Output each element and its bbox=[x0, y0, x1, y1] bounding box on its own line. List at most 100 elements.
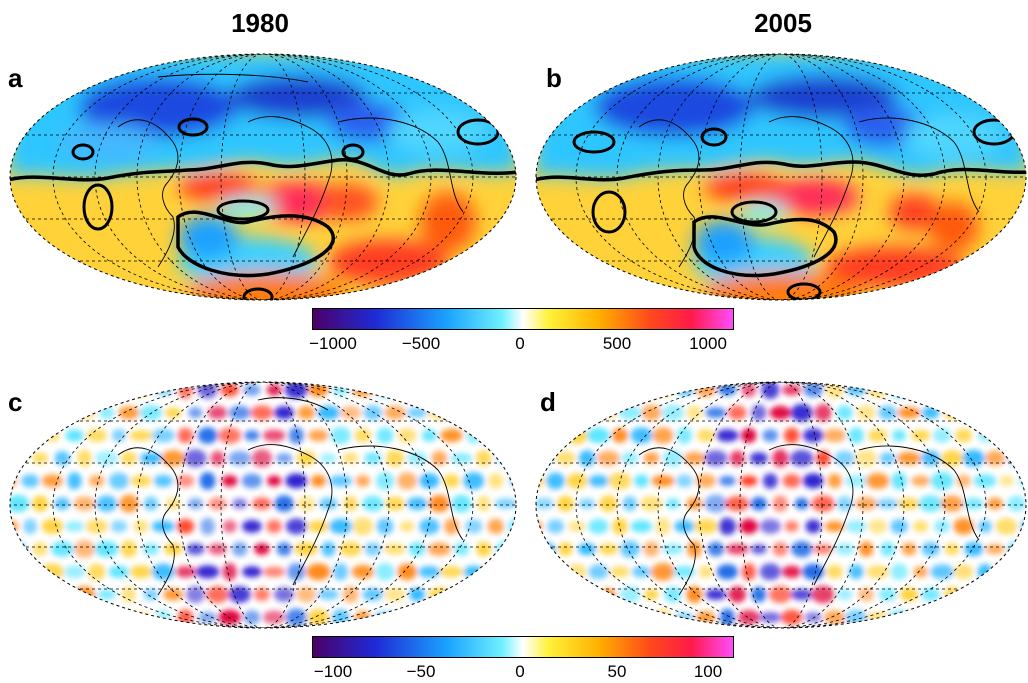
field-anomaly-blob bbox=[431, 450, 448, 466]
field-anomaly-blob bbox=[31, 452, 49, 464]
field-anomaly-blob bbox=[999, 475, 1014, 487]
field-anomaly-blob bbox=[94, 450, 119, 466]
field-anomaly-blob bbox=[555, 588, 576, 601]
field-anomaly-blob bbox=[834, 450, 856, 466]
field-anomaly-blob bbox=[567, 563, 587, 580]
field-anomaly-blob bbox=[329, 518, 353, 534]
field-anomaly-blob bbox=[762, 473, 778, 489]
field-anomaly-blob bbox=[508, 610, 516, 625]
field-anomaly-blob bbox=[207, 406, 228, 420]
field-anomaly-blob bbox=[10, 541, 27, 557]
field-anomaly-blob bbox=[912, 520, 929, 533]
field-anomaly-blob bbox=[558, 542, 573, 556]
field-anomaly-blob bbox=[228, 405, 251, 420]
field-anomaly-blob bbox=[109, 609, 129, 625]
field-anomaly-blob bbox=[630, 427, 653, 444]
field-anomaly-blob bbox=[273, 587, 295, 602]
field-anomaly-blob bbox=[86, 428, 108, 443]
field-anomaly-blob bbox=[463, 382, 484, 398]
field-anomaly-blob bbox=[297, 496, 316, 511]
field-anomaly-blob bbox=[32, 542, 48, 556]
field-anomaly-blob bbox=[611, 383, 629, 397]
field-anomaly-blob bbox=[139, 452, 163, 464]
field-anomaly-blob bbox=[419, 518, 440, 535]
field-anomaly-blob bbox=[262, 610, 286, 624]
field-anomaly-blob bbox=[536, 405, 553, 420]
field-anomaly-blob bbox=[897, 497, 921, 510]
field-anomaly-blob bbox=[383, 543, 407, 555]
field-anomaly-blob bbox=[63, 565, 86, 579]
field-anomaly-blob bbox=[794, 497, 809, 510]
field-anomaly-blob bbox=[439, 566, 464, 578]
field-anomaly-blob bbox=[487, 563, 504, 580]
field-anomaly-blob bbox=[761, 382, 780, 399]
field-anomaly-blob bbox=[644, 589, 659, 600]
field-anomaly-blob bbox=[506, 566, 516, 578]
field-anomaly-blob bbox=[22, 383, 38, 397]
field-anomaly-blob bbox=[890, 519, 908, 534]
field-anomaly-blob bbox=[686, 586, 703, 603]
field-anomaly-blob bbox=[308, 429, 329, 442]
field-anomaly-blob bbox=[73, 496, 96, 511]
field-anomaly-blob bbox=[364, 452, 382, 465]
field-anomaly-blob bbox=[417, 566, 441, 578]
field-anomaly-blob bbox=[588, 518, 609, 534]
colorbar-bottom-tick: 100 bbox=[693, 662, 723, 681]
field-anomaly-blob bbox=[164, 543, 183, 555]
colorbar-bottom bbox=[312, 636, 734, 658]
field-anomaly-blob bbox=[242, 566, 262, 578]
field-anomaly-blob bbox=[802, 473, 824, 489]
map-panel-d bbox=[535, 381, 1027, 629]
field-anomaly-blob bbox=[464, 519, 483, 534]
field-anomaly-blob bbox=[427, 405, 451, 421]
field-anomaly-blob bbox=[20, 611, 40, 623]
field-anomaly-blob bbox=[599, 407, 618, 418]
field-anomaly-blob bbox=[187, 498, 203, 509]
field-anomaly-blob bbox=[596, 450, 620, 466]
field-anomaly-blob bbox=[308, 520, 329, 533]
field-anomaly-blob bbox=[643, 452, 660, 464]
field-anomaly-blob bbox=[720, 608, 735, 626]
field-anomaly-blob bbox=[662, 449, 683, 467]
field-anomaly-blob bbox=[362, 588, 384, 601]
field-anomaly-blob bbox=[985, 450, 1005, 466]
field-anomaly-blob bbox=[768, 585, 792, 604]
field-anomaly-blob bbox=[590, 609, 607, 626]
field-anomaly-blob bbox=[996, 562, 1017, 581]
field-anomaly-blob bbox=[352, 384, 374, 396]
field-anomaly-blob bbox=[1007, 407, 1026, 418]
field-anomaly-blob bbox=[200, 517, 216, 536]
field-anomaly-blob bbox=[897, 407, 921, 419]
field-anomaly-blob bbox=[816, 450, 831, 466]
field-anomaly-blob bbox=[536, 430, 546, 441]
field-anomaly-blob bbox=[343, 496, 358, 511]
field-anomaly-blob bbox=[88, 474, 105, 487]
field-anomaly-blob bbox=[495, 453, 516, 464]
field-anomaly-blob bbox=[859, 541, 874, 557]
field-anomaly-blob bbox=[856, 405, 876, 421]
field-anomaly-blob bbox=[1018, 427, 1026, 444]
field-anomaly-blob bbox=[705, 589, 727, 600]
field-anomaly-blob bbox=[845, 520, 867, 533]
field-anomaly-blob bbox=[419, 473, 440, 489]
field-anomaly-blob bbox=[557, 495, 574, 512]
field-anomaly-blob bbox=[96, 495, 118, 512]
field-anomaly-blob bbox=[397, 428, 417, 443]
field-anomaly-blob bbox=[749, 452, 768, 465]
field-anomaly-blob bbox=[759, 519, 781, 534]
field-anomaly-blob bbox=[705, 407, 727, 418]
field-anomaly-blob bbox=[66, 609, 83, 625]
field-anomaly-blob bbox=[352, 517, 374, 536]
field-anomaly-blob bbox=[110, 520, 128, 533]
field-anomaly-blob bbox=[50, 541, 74, 557]
field-anomaly-blob bbox=[973, 382, 997, 398]
field-anomaly-blob bbox=[496, 585, 516, 604]
field-anomaly-blob bbox=[176, 519, 195, 534]
field-anomaly-blob bbox=[910, 430, 931, 441]
field-anomaly-blob bbox=[964, 404, 983, 421]
field-anomaly-blob bbox=[546, 472, 565, 490]
field-anomaly-blob bbox=[555, 451, 576, 465]
field-anomaly-blob bbox=[87, 608, 106, 626]
field-anomaly-blob bbox=[566, 610, 588, 624]
field-anomaly-blob bbox=[475, 450, 492, 467]
